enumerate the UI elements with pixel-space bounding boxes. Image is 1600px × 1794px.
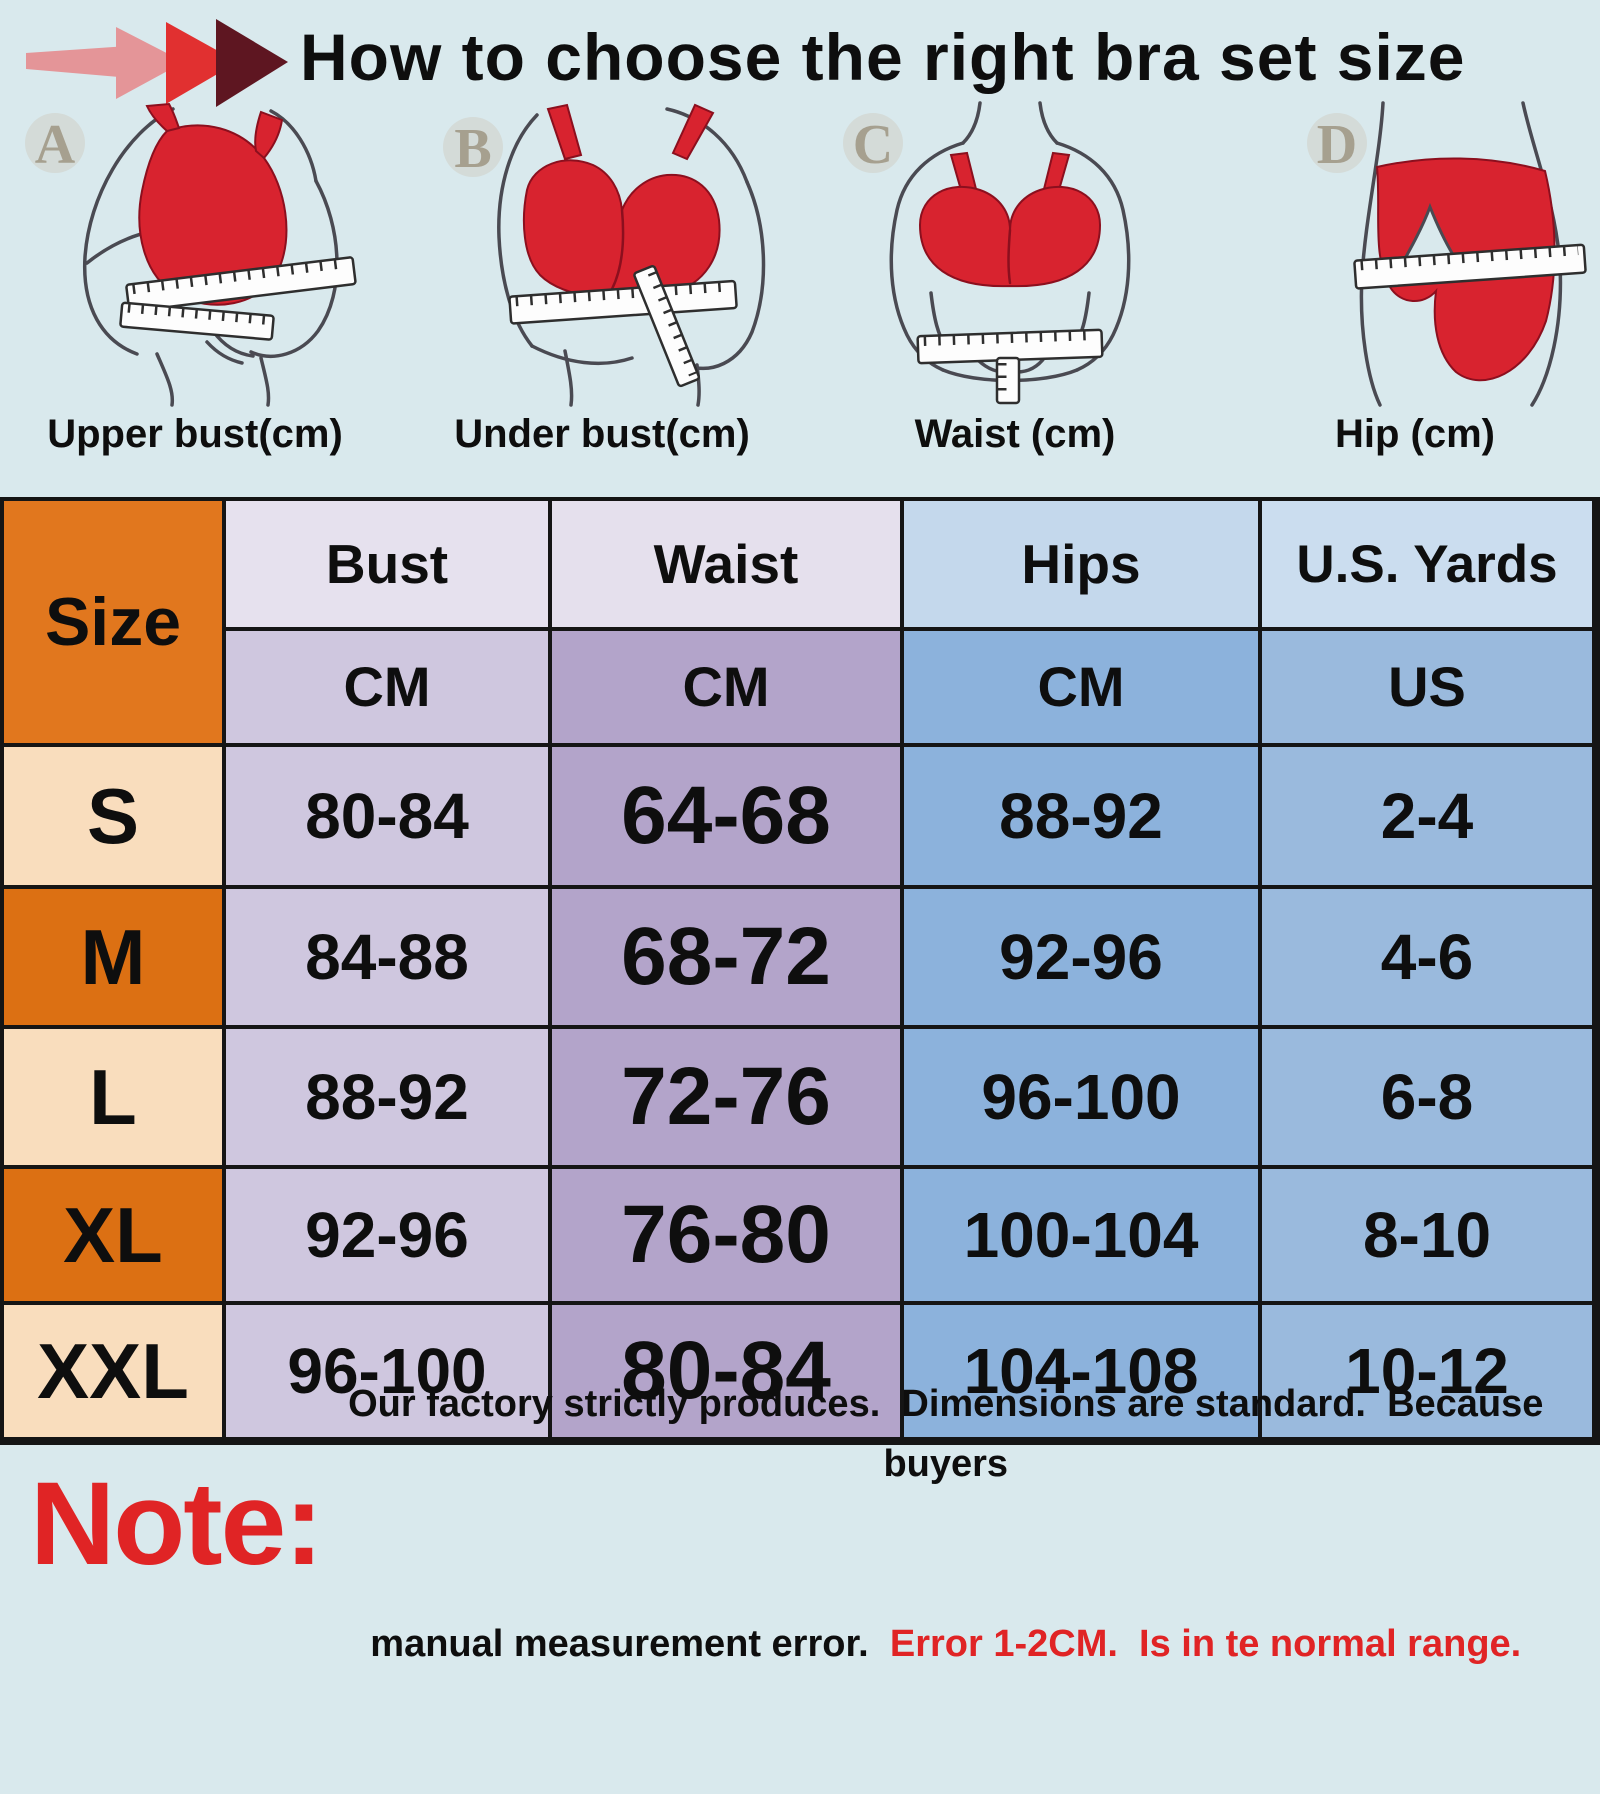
letter-badge: [25, 113, 85, 173]
table-cell: 96-100: [904, 1029, 1258, 1165]
us-yards-column-header: U.S. Yards: [1262, 501, 1592, 627]
figure-under-bust: B: [415, 95, 800, 410]
size-cell-xxl: XXL: [4, 1305, 222, 1437]
table-cell: 76-80: [552, 1169, 900, 1301]
figure-hip: D: [1225, 95, 1595, 410]
figure-letter-b: B: [454, 118, 491, 180]
figure-waist: C: [815, 95, 1200, 410]
waist-unit-header: CM: [552, 631, 900, 743]
table-cell: 88-92: [904, 747, 1258, 885]
triple-arrow-icon: [20, 9, 288, 121]
bust-column-header: Bust: [226, 501, 548, 627]
table-cell: 8-10: [1262, 1169, 1592, 1301]
note-line-2-red: Error 1-2CM. Is in te normal range.: [889, 1623, 1522, 1665]
note-line-2-black: manual measurement error.: [370, 1623, 890, 1665]
table-cell: 68-72: [552, 889, 900, 1025]
size-cell-xl: XL: [4, 1169, 222, 1301]
size-guide-page: How to choose the right bra set size A: [0, 8, 1600, 1665]
size-cell-m: M: [4, 889, 222, 1025]
label-upper-bust: Upper bust(cm): [47, 412, 343, 456]
hips-column-header: Hips: [904, 501, 1258, 627]
table-cell: 80-84: [552, 1305, 900, 1437]
note-text: Our factory strictly produces. Dimension…: [322, 1254, 1600, 1794]
table-cell: 92-96: [904, 889, 1258, 1025]
table-cell: 100-104: [904, 1169, 1258, 1301]
note-section: Note: Our factory strictly produces. Dim…: [0, 1383, 1600, 1665]
hips-unit-header: CM: [904, 631, 1258, 743]
bust-unit-header: CM: [226, 631, 548, 743]
label-under-bust: Under bust(cm): [454, 412, 750, 456]
note-label: Note:: [30, 1458, 324, 1590]
size-cell-l: L: [4, 1029, 222, 1165]
label-waist: Waist (cm): [914, 412, 1116, 456]
table-cell: 72-76: [552, 1029, 900, 1165]
note-line-1: Our factory strictly produces. Dimension…: [348, 1383, 1554, 1485]
table-cell: 84-88: [226, 889, 548, 1025]
table-cell: 104-108: [904, 1305, 1258, 1437]
table-cell: 6-8: [1262, 1029, 1592, 1165]
page-title: How to choose the right bra set size: [300, 19, 1466, 94]
waist-column-header: Waist: [552, 501, 900, 627]
figure-upper-bust: A: [15, 95, 400, 410]
figure-letter-c: C: [853, 114, 893, 176]
us-unit-header: US: [1262, 631, 1592, 743]
table-cell: 92-96: [226, 1169, 548, 1301]
table-cell: 4-6: [1262, 889, 1592, 1025]
size-column-header: Size: [4, 501, 222, 743]
table-cell: 2-4: [1262, 747, 1592, 885]
figure-letter-a: A: [35, 114, 76, 176]
note-line-2: manual measurement error. Error 1-2CM. I…: [322, 1614, 1570, 1674]
label-hip: Hip (cm): [1335, 412, 1495, 456]
table-cell: 96-100: [226, 1305, 548, 1437]
table-cell: 64-68: [552, 747, 900, 885]
table-cell: 10-12: [1262, 1305, 1592, 1437]
size-cell-s: S: [4, 747, 222, 885]
header: How to choose the right bra set size: [20, 8, 1590, 107]
table-cell: 88-92: [226, 1029, 548, 1165]
size-table: Size Bust Waist Hips U.S. Yards CM CM CM…: [0, 497, 1600, 1445]
table-cell: 80-84: [226, 747, 548, 885]
figure-letter-d: D: [1317, 114, 1357, 176]
